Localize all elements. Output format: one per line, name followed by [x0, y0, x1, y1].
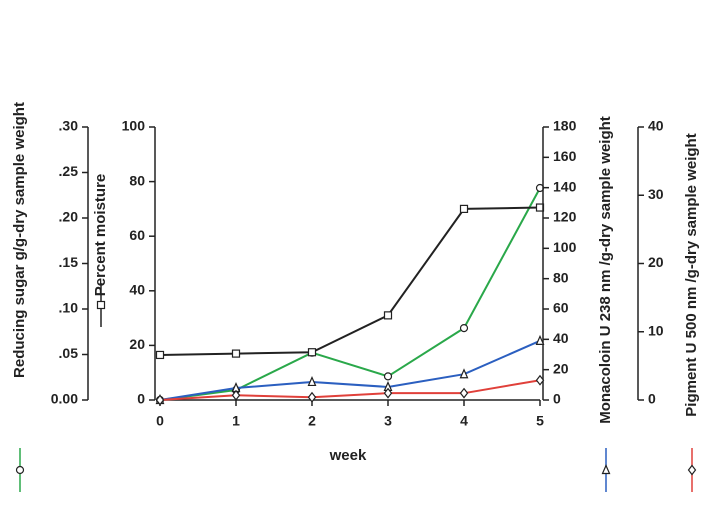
y-tick-label: .15	[59, 254, 79, 270]
y-tick-label: 40	[553, 330, 569, 346]
data-point	[157, 351, 164, 358]
legend-marker	[689, 466, 696, 475]
y-tick-label: 0	[648, 391, 656, 407]
y-tick-label: 0	[137, 391, 145, 407]
y-tick-label: 80	[553, 269, 569, 285]
x-axis-title: week	[329, 447, 367, 464]
y-tick-label: 0	[553, 391, 561, 407]
y-tick-label: 60	[553, 300, 569, 316]
y-tick-label: 10	[648, 322, 664, 338]
y-tick-label: 40	[129, 282, 145, 298]
legend-marker	[98, 302, 105, 309]
data-point	[233, 350, 240, 357]
y-tick-label: 120	[553, 209, 577, 225]
data-point	[461, 325, 468, 332]
legend-marker	[17, 467, 24, 474]
y-tick-label: 140	[553, 178, 577, 194]
x-tick-label: 1	[232, 413, 240, 429]
x-tick-label: 3	[384, 413, 392, 429]
y-tick-label: 100	[553, 239, 577, 255]
y-tick-label: 60	[129, 227, 145, 243]
axis-title: Percent moisture	[92, 174, 109, 297]
y-tick-label: .10	[59, 300, 79, 316]
y-tick-label: .05	[59, 345, 79, 361]
y-tick-label: .20	[59, 209, 79, 225]
y-tick-label: 20	[129, 336, 145, 352]
y-tick-label: 0.00	[51, 391, 78, 407]
data-point	[385, 312, 392, 319]
x-tick-label: 4	[460, 413, 468, 429]
chart: week 0 1 2 3 4 5 0.00 .05 .10 .15 .20 .25 .30 Reducin…	[0, 0, 701, 515]
y-tick-label: 80	[129, 172, 145, 188]
y-tick-label: 180	[553, 118, 577, 134]
series-line	[160, 341, 540, 400]
axis-title: Reducing sugar g/g-dry sample weight	[11, 102, 28, 378]
x-tick-label: 2	[308, 413, 316, 429]
y-tick-label: 40	[648, 118, 664, 134]
x-tick-label: 0	[156, 413, 164, 429]
y-tick-label: 20	[553, 360, 569, 376]
axis-title: Pigment U 500 nm /g-dry sample weight	[683, 133, 700, 416]
series-line	[160, 208, 540, 355]
y-tick-label: 160	[553, 148, 577, 164]
y-tick-label: 30	[648, 186, 664, 202]
legend-marker	[603, 466, 610, 474]
axis-title: Monacoloin U 238 nm /g-dry sample weight	[597, 116, 614, 424]
data-point	[461, 205, 468, 212]
y-tick-label: 20	[648, 254, 664, 270]
data-point	[461, 389, 468, 398]
y-tick-label: .25	[59, 163, 79, 179]
series-line	[160, 188, 540, 400]
data-point	[309, 349, 316, 356]
data-point	[385, 373, 392, 380]
y-tick-label: .30	[59, 118, 79, 134]
y-tick-label: 100	[122, 118, 146, 134]
x-tick-label: 5	[536, 413, 544, 429]
